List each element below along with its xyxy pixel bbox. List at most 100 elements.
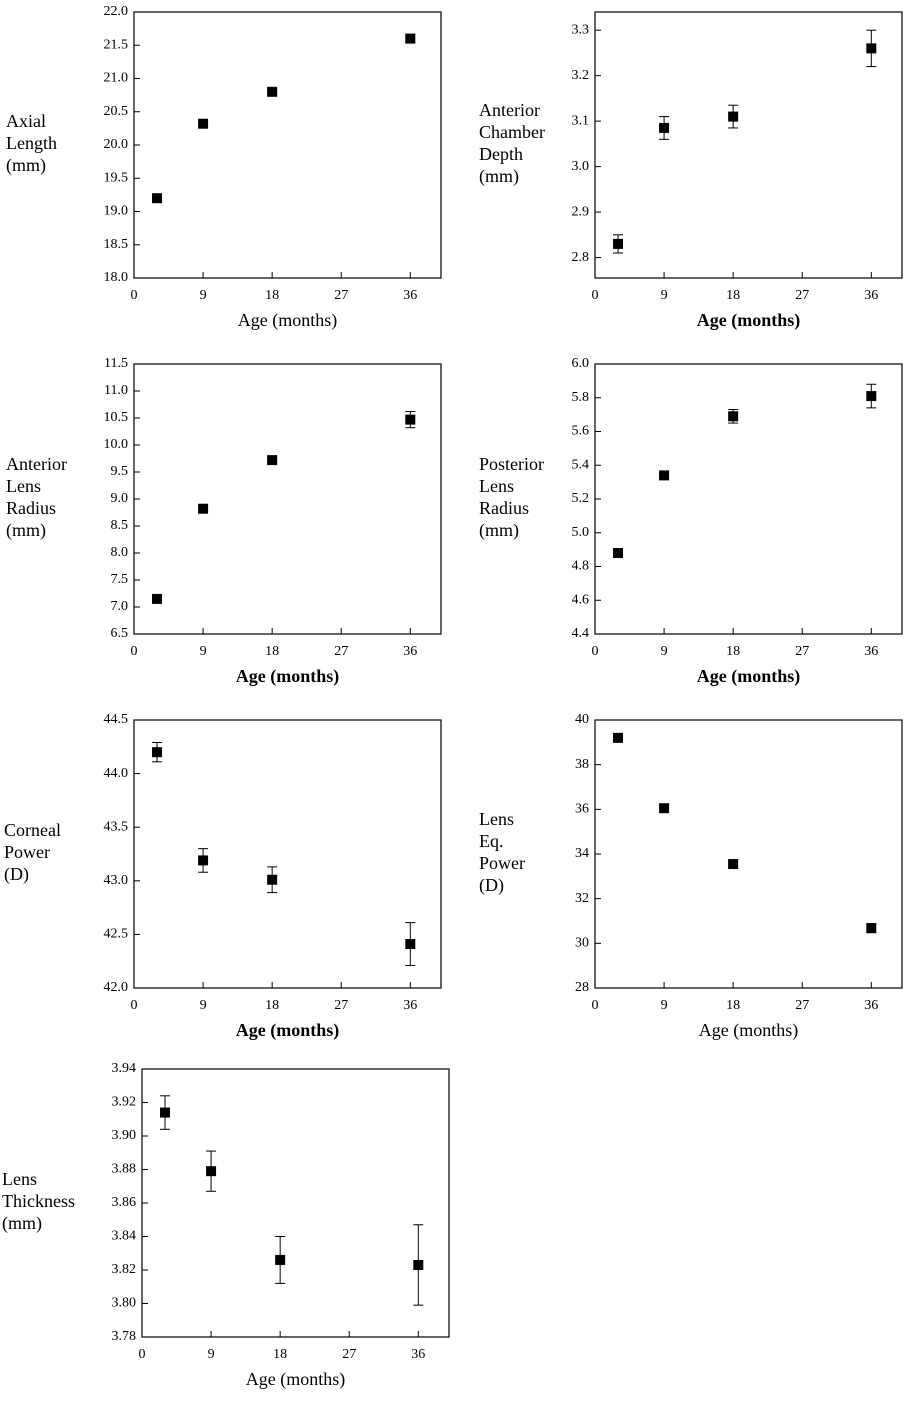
y-axis-label: Anterior <box>479 100 540 120</box>
y-axis-label: (mm) <box>2 1213 42 1234</box>
y-tick-label: 10.0 <box>104 437 129 452</box>
y-tick-label: 4.4 <box>572 626 590 641</box>
y-tick-label: 3.78 <box>112 1329 137 1344</box>
point <box>152 747 163 758</box>
plot-frame <box>594 719 903 989</box>
y-tick-label: 5.2 <box>572 491 590 506</box>
x-tick-label: 9 <box>200 288 207 303</box>
y-tick-label: 6.5 <box>111 626 129 641</box>
point <box>613 238 624 249</box>
x-tick-label: 9 <box>661 998 668 1013</box>
y-tick-label: 43.0 <box>104 873 129 888</box>
x-tick-label: 0 <box>592 288 599 303</box>
plot-frame <box>141 1068 450 1338</box>
x-tick-label: 36 <box>864 998 878 1013</box>
y-axis-label: Corneal <box>4 820 61 840</box>
y-tick-label: 36 <box>575 802 589 817</box>
x-tick-label: 0 <box>592 644 599 659</box>
y-tick-label: 18.0 <box>104 270 129 285</box>
y-axis-label: Anterior <box>6 454 67 474</box>
point <box>198 503 209 514</box>
panel: 2.8 2.9 3.0 3.1 3.2 3.3 0 9 18 27 36 Age (months) An… <box>479 11 903 331</box>
plot-frame <box>133 11 442 279</box>
x-tick-label: 27 <box>334 644 348 659</box>
x-tick-label: 27 <box>795 998 809 1013</box>
point <box>659 122 670 133</box>
y-tick-label: 32 <box>575 891 589 906</box>
x-tick-label: 18 <box>265 644 279 659</box>
point <box>405 939 416 950</box>
y-tick-label: 42.0 <box>104 980 129 995</box>
panel: 42.0 42.5 43.0 43.5 44.0 44.5 0 9 18 27 36 Age (mon… <box>4 712 442 1041</box>
y-tick-label: 6.0 <box>572 356 590 371</box>
point <box>613 548 624 558</box>
y-tick-label: 38 <box>575 757 589 772</box>
y-axis-label: Axial <box>6 111 46 131</box>
point <box>152 193 163 204</box>
y-axis-label: Radius <box>6 498 56 518</box>
x-tick-label: 27 <box>795 288 809 303</box>
x-tick-label: 9 <box>200 998 207 1013</box>
x-tick-label: 0 <box>131 998 138 1013</box>
y-tick-label: 2.8 <box>572 250 590 265</box>
y-axis-label: Eq. <box>479 831 504 851</box>
x-axis-label: Age (months) <box>697 310 801 331</box>
y-tick-label: 22.0 <box>104 4 129 19</box>
y-tick-label: 20.5 <box>104 104 129 119</box>
y-axis-label: (mm) <box>479 166 519 187</box>
point <box>728 411 739 422</box>
plot-frame <box>133 363 442 635</box>
x-tick-label: 27 <box>334 998 348 1013</box>
point <box>267 455 278 466</box>
y-axis-label: (mm) <box>479 520 519 541</box>
y-tick-label: 42.5 <box>104 927 129 942</box>
y-axis-label: Radius <box>479 498 529 518</box>
y-tick-label: 5.0 <box>572 525 590 540</box>
x-tick-label: 0 <box>139 1347 146 1362</box>
x-tick-label: 18 <box>265 998 279 1013</box>
x-tick-label: 36 <box>403 998 417 1013</box>
point <box>866 391 877 402</box>
point <box>198 118 209 129</box>
y-tick-label: 3.92 <box>112 1095 137 1110</box>
panel: 28 30 32 34 36 38 40 0 9 18 27 36 Age (months) LensEq… <box>479 712 903 1041</box>
y-tick-label: 43.5 <box>104 819 129 834</box>
y-tick-label: 3.88 <box>112 1162 137 1177</box>
point <box>206 1166 217 1177</box>
y-tick-label: 3.1 <box>572 113 590 128</box>
x-tick-label: 18 <box>273 1347 287 1362</box>
y-axis-label: Depth <box>479 144 523 164</box>
y-tick-label: 44.5 <box>104 712 129 727</box>
y-axis-label: Chamber <box>479 122 545 142</box>
y-tick-label: 9.5 <box>111 464 129 479</box>
point <box>866 43 877 54</box>
y-axis-label: Lens <box>479 476 514 496</box>
x-axis-label: Age (months) <box>246 1369 345 1390</box>
y-tick-label: 30 <box>575 936 589 951</box>
point <box>405 414 416 425</box>
point <box>152 593 163 604</box>
y-tick-label: 8.0 <box>111 545 129 560</box>
y-tick-label: 18.5 <box>104 237 129 252</box>
x-tick-label: 9 <box>661 644 668 659</box>
y-tick-label: 3.2 <box>572 68 590 83</box>
x-tick-label: 0 <box>131 288 138 303</box>
y-tick-label: 40 <box>575 712 589 727</box>
point <box>728 111 739 122</box>
y-tick-label: 5.4 <box>572 457 590 472</box>
y-axis-label: (D) <box>4 864 29 885</box>
y-tick-label: 34 <box>575 846 589 861</box>
y-tick-label: 11.5 <box>104 356 128 371</box>
y-tick-label: 3.3 <box>572 22 590 37</box>
y-tick-label: 20.0 <box>104 137 129 152</box>
point <box>659 803 670 814</box>
y-axis-label: (mm) <box>6 155 46 176</box>
point <box>413 1259 424 1270</box>
panel: 6.5 7.0 7.5 8.0 8.5 9.0 9.5 10.0 10.5 11.0 11.5 0 9 1… <box>6 356 442 687</box>
x-tick-label: 18 <box>265 288 279 303</box>
y-axis-label: Power <box>479 853 525 873</box>
x-axis-label: Age (months) <box>236 1020 340 1041</box>
panel: 18.0 18.5 19.0 19.5 20.0 20.5 21.0 21.5 22.0 0 9 18… <box>6 4 442 331</box>
y-axis-label: Lens <box>6 476 41 496</box>
